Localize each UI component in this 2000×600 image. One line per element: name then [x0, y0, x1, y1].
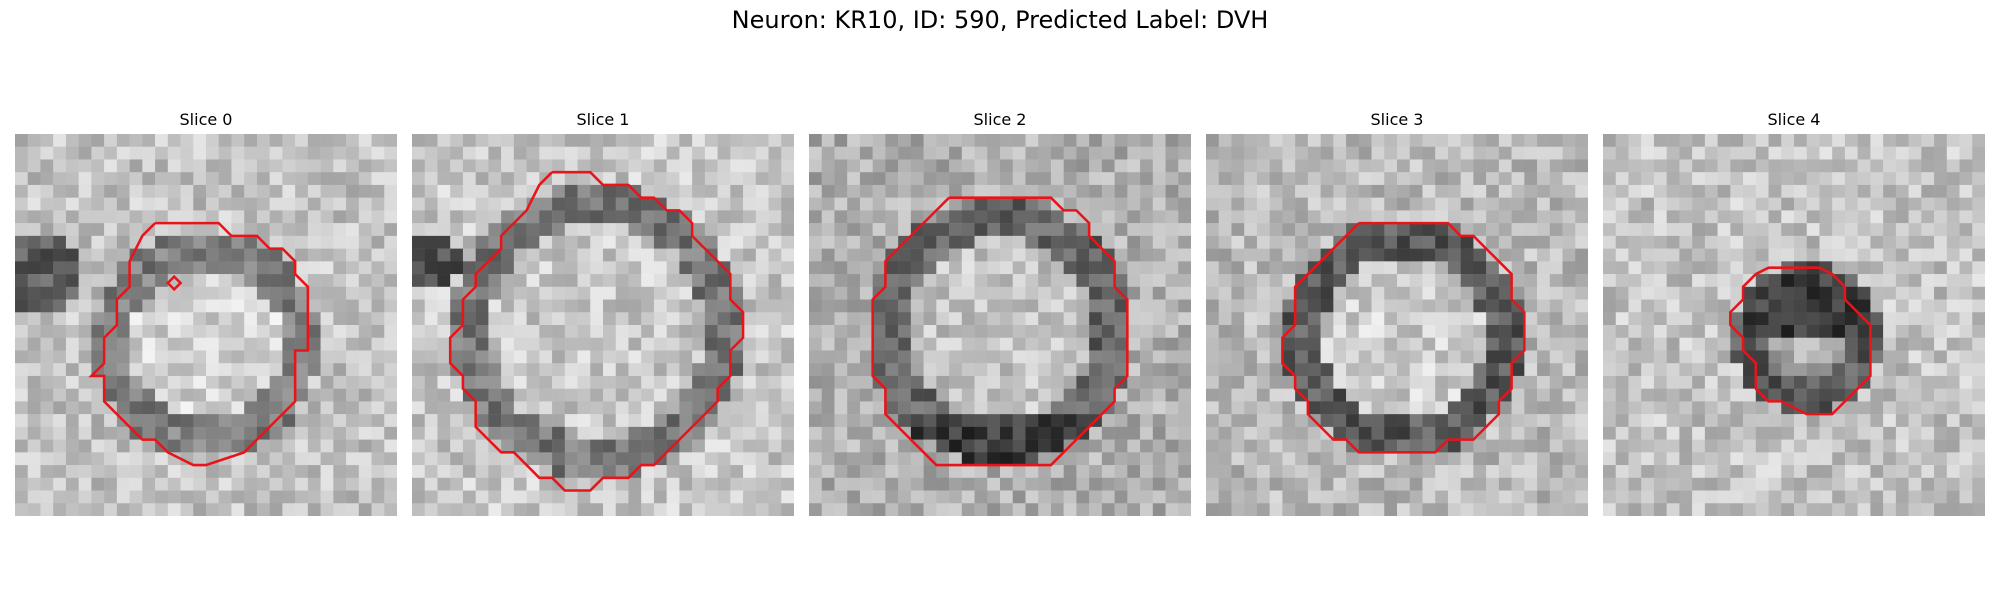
slice-panel-0: Slice 0 [15, 108, 397, 516]
roi-contour [448, 170, 745, 492]
slice-panel-4: Slice 4 [1603, 108, 1985, 516]
slice-image-4 [1603, 134, 1985, 516]
slice-panel-1: Slice 1 [412, 108, 794, 516]
slice-image-3 [1206, 134, 1588, 516]
grayscale-microscopy-image [412, 134, 794, 516]
slice-title-3: Slice 3 [1370, 110, 1424, 129]
roi-contour [88, 221, 310, 467]
roi-contour [871, 196, 1129, 467]
slice-image-0 [15, 134, 397, 516]
small-roi-marker [165, 274, 183, 292]
slice-image-2 [809, 134, 1191, 516]
slice-title-1: Slice 1 [576, 110, 630, 129]
slice-title-0: Slice 0 [179, 110, 233, 129]
figure-title: Neuron: KR10, ID: 590, Predicted Label: … [731, 6, 1269, 34]
slice-panel-3: Slice 3 [1206, 108, 1588, 516]
slice-title-4: Slice 4 [1767, 110, 1821, 129]
slice-panel-2: Slice 2 [809, 108, 1191, 516]
grayscale-microscopy-image [15, 134, 397, 516]
grayscale-microscopy-image [1603, 134, 1985, 516]
grayscale-microscopy-image [809, 134, 1191, 516]
slice-title-2: Slice 2 [973, 110, 1027, 129]
roi-contour [1281, 221, 1526, 454]
roi-contour [1729, 266, 1872, 416]
grayscale-microscopy-image [1206, 134, 1588, 516]
slice-image-1 [412, 134, 794, 516]
